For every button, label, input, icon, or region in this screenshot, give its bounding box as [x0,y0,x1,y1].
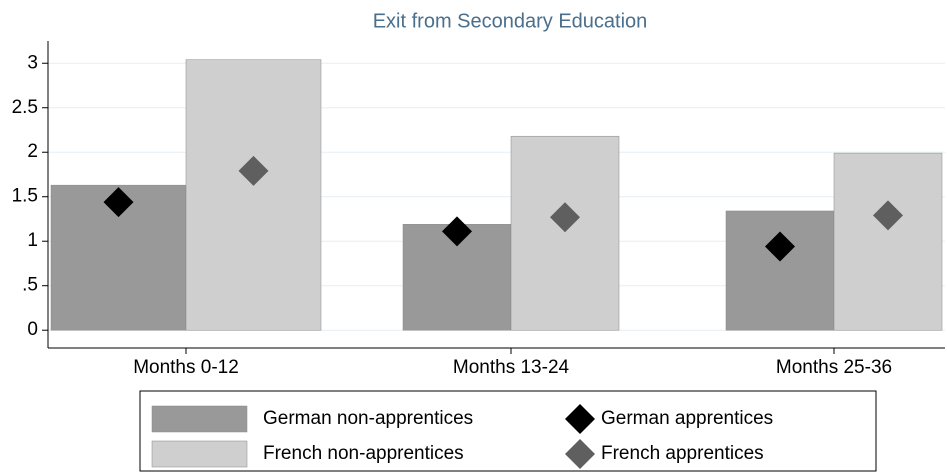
marker [442,216,472,247]
legend-swatch [565,404,595,434]
x-tick-label: Months 25-36 [776,357,892,378]
y-tick-label: .5 [22,275,38,296]
legend-swatch [151,405,248,433]
x-tick-label: Months 13-24 [453,357,570,378]
legend-label: French apprentices [601,443,764,464]
bar [725,210,835,331]
marker [103,187,134,218]
legend-swatch [151,440,248,468]
legend-swatch [565,439,595,469]
y-tick-label: 1 [27,230,38,251]
bar [185,59,322,331]
legend-label: German non-apprentices [263,408,473,429]
y-tick-label: 1.5 [12,186,38,207]
marker [873,200,903,231]
legend-box [139,390,877,472]
marker [765,231,795,262]
marker [550,202,580,233]
bar [833,152,943,331]
legend-label: German apprentices [601,408,773,429]
y-tick-label: 2 [27,141,38,162]
y-tick-label: 0 [27,319,38,340]
legend-label: French non-apprentices [263,443,464,464]
chart-title: Exit from Secondary Education [373,10,648,32]
marker [238,155,269,186]
y-tick-label: 2.5 [12,97,38,118]
bar [510,135,620,331]
x-tick-label: Months 0-12 [133,357,239,378]
y-tick-label: 3 [27,52,38,73]
